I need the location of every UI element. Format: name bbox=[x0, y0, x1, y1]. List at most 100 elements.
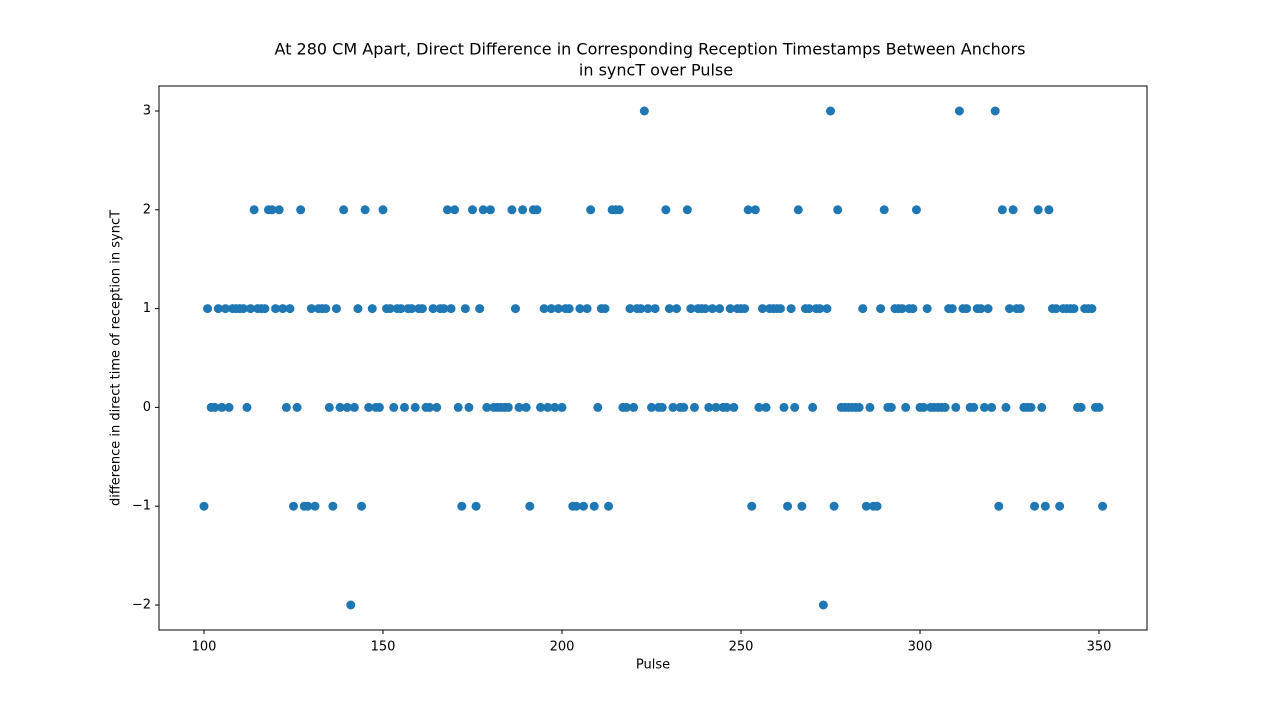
point bbox=[503, 402, 513, 412]
x-tick-label: 100 bbox=[192, 640, 217, 655]
x-tick-label: 200 bbox=[550, 640, 575, 655]
point bbox=[987, 402, 997, 412]
point bbox=[593, 402, 603, 412]
point bbox=[976, 304, 986, 314]
point bbox=[911, 205, 921, 215]
point bbox=[220, 304, 230, 314]
point bbox=[460, 304, 470, 314]
point bbox=[539, 304, 549, 314]
point bbox=[457, 501, 467, 511]
x-tick-label: 350 bbox=[1087, 640, 1112, 655]
point bbox=[997, 205, 1007, 215]
point bbox=[464, 402, 474, 412]
point bbox=[672, 304, 682, 314]
point bbox=[625, 304, 635, 314]
point bbox=[879, 205, 889, 215]
point bbox=[396, 304, 406, 314]
point bbox=[471, 501, 481, 511]
point bbox=[453, 402, 463, 412]
point bbox=[979, 402, 989, 412]
point bbox=[689, 402, 699, 412]
point bbox=[1008, 205, 1018, 215]
point bbox=[267, 205, 277, 215]
point bbox=[876, 304, 886, 314]
point bbox=[389, 402, 399, 412]
point bbox=[750, 205, 760, 215]
point bbox=[303, 501, 313, 511]
point bbox=[575, 304, 585, 314]
point bbox=[249, 205, 259, 215]
point bbox=[886, 402, 896, 412]
point bbox=[274, 205, 284, 215]
point bbox=[661, 205, 671, 215]
point bbox=[546, 304, 556, 314]
point bbox=[783, 501, 793, 511]
point bbox=[686, 304, 696, 314]
point bbox=[826, 106, 836, 116]
point bbox=[1033, 205, 1043, 215]
point bbox=[278, 304, 288, 314]
point bbox=[747, 501, 757, 511]
point bbox=[1026, 402, 1036, 412]
point bbox=[335, 402, 345, 412]
point bbox=[643, 304, 653, 314]
point bbox=[442, 205, 452, 215]
point bbox=[310, 501, 320, 511]
point bbox=[947, 304, 957, 314]
point bbox=[450, 205, 460, 215]
point bbox=[793, 205, 803, 215]
chart-title: in syncT over Pulse bbox=[579, 61, 733, 80]
point bbox=[564, 304, 574, 314]
point bbox=[682, 205, 692, 215]
point bbox=[704, 402, 714, 412]
point bbox=[586, 205, 596, 215]
point bbox=[872, 501, 882, 511]
point bbox=[578, 501, 588, 511]
x-axis-label: Pulse bbox=[636, 658, 670, 673]
point bbox=[331, 304, 341, 314]
point bbox=[711, 402, 721, 412]
point bbox=[514, 402, 524, 412]
y-tick-label: 0 bbox=[143, 400, 151, 415]
point bbox=[808, 402, 818, 412]
point bbox=[199, 501, 209, 511]
point bbox=[1069, 304, 1079, 314]
point bbox=[339, 205, 349, 215]
point bbox=[822, 304, 832, 314]
point bbox=[1098, 501, 1108, 511]
point bbox=[296, 205, 306, 215]
point bbox=[557, 402, 567, 412]
point bbox=[614, 205, 624, 215]
point bbox=[650, 304, 660, 314]
point bbox=[679, 402, 689, 412]
point bbox=[246, 304, 256, 314]
point bbox=[328, 501, 338, 511]
point bbox=[271, 304, 281, 314]
point bbox=[385, 304, 395, 314]
point bbox=[217, 402, 227, 412]
point bbox=[306, 304, 316, 314]
point bbox=[407, 304, 417, 314]
point bbox=[342, 402, 352, 412]
point bbox=[432, 402, 442, 412]
point bbox=[833, 205, 843, 215]
point bbox=[238, 304, 248, 314]
point bbox=[428, 304, 438, 314]
point bbox=[729, 402, 739, 412]
plot-frame bbox=[158, 85, 1148, 631]
point bbox=[357, 501, 367, 511]
point bbox=[1037, 402, 1047, 412]
point bbox=[360, 205, 370, 215]
point bbox=[994, 501, 1004, 511]
point bbox=[518, 205, 528, 215]
point bbox=[439, 304, 449, 314]
point bbox=[919, 402, 929, 412]
point bbox=[374, 402, 384, 412]
point bbox=[367, 304, 377, 314]
point bbox=[582, 304, 592, 314]
point bbox=[550, 402, 560, 412]
y-tick-label: 1 bbox=[143, 301, 151, 316]
point bbox=[804, 304, 814, 314]
y-tick-label: 3 bbox=[143, 103, 151, 118]
